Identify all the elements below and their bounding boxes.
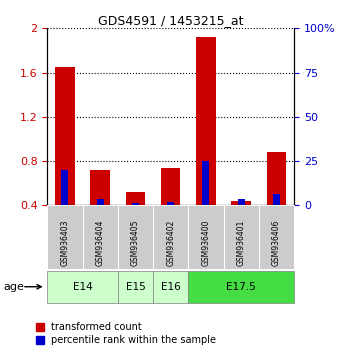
- Bar: [161, 168, 180, 205]
- Title: GDS4591 / 1453215_at: GDS4591 / 1453215_at: [98, 14, 243, 27]
- Bar: [62, 170, 69, 205]
- Text: GSM936402: GSM936402: [166, 219, 175, 266]
- Text: GSM936401: GSM936401: [237, 219, 246, 266]
- Text: GSM936405: GSM936405: [131, 219, 140, 266]
- Text: age: age: [3, 282, 24, 292]
- Bar: [132, 203, 139, 205]
- Text: E14: E14: [73, 282, 93, 292]
- Text: GSM936403: GSM936403: [61, 219, 69, 266]
- Bar: [91, 170, 110, 205]
- Bar: [232, 201, 251, 205]
- Bar: [196, 37, 216, 205]
- Bar: [273, 194, 280, 205]
- Text: GSM936404: GSM936404: [96, 219, 105, 266]
- Text: GSM936400: GSM936400: [201, 219, 211, 266]
- Bar: [97, 199, 104, 205]
- Bar: [202, 161, 210, 205]
- Bar: [55, 67, 75, 205]
- Bar: [267, 152, 286, 205]
- Text: E16: E16: [161, 282, 180, 292]
- Bar: [126, 192, 145, 205]
- Text: GSM936406: GSM936406: [272, 219, 281, 266]
- Text: E17.5: E17.5: [226, 282, 256, 292]
- Bar: [167, 202, 174, 205]
- Text: E15: E15: [125, 282, 145, 292]
- Legend: transformed count, percentile rank within the sample: transformed count, percentile rank withi…: [32, 319, 220, 349]
- Bar: [238, 199, 245, 205]
